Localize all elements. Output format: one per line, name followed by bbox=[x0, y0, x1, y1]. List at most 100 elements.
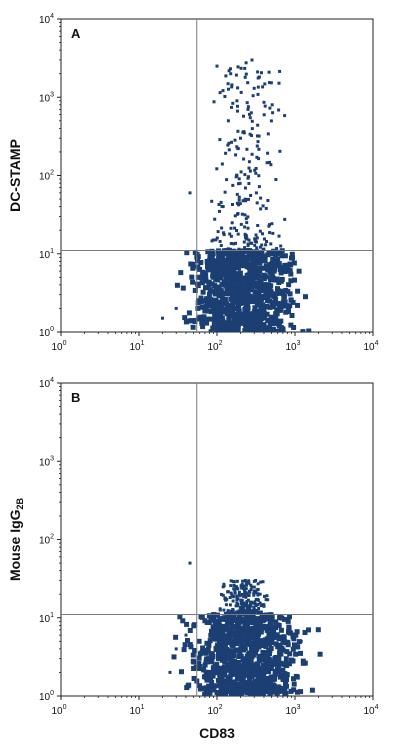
event-point bbox=[267, 619, 273, 625]
event-point bbox=[233, 226, 237, 230]
event-point bbox=[235, 648, 241, 654]
event-point bbox=[257, 653, 263, 659]
event-point bbox=[239, 90, 243, 94]
event-point bbox=[267, 286, 273, 292]
event-point bbox=[237, 290, 243, 296]
x-tick-exponent: 4 bbox=[375, 704, 379, 711]
event-point bbox=[215, 277, 220, 283]
event-point bbox=[246, 688, 252, 694]
event-point bbox=[240, 657, 246, 662]
event-point bbox=[247, 617, 253, 623]
event-point bbox=[240, 672, 246, 678]
event-point bbox=[202, 278, 208, 284]
event-point bbox=[213, 217, 217, 221]
y-axis-title-subscript: 2B bbox=[15, 497, 25, 509]
event-point bbox=[180, 618, 186, 624]
event-point bbox=[229, 627, 235, 633]
event-point bbox=[187, 642, 193, 647]
event-point bbox=[231, 329, 237, 332]
event-point bbox=[178, 270, 184, 276]
event-point bbox=[286, 282, 292, 288]
event-point bbox=[267, 224, 271, 228]
event-point bbox=[303, 294, 308, 300]
event-point bbox=[247, 238, 251, 242]
event-point bbox=[244, 684, 250, 690]
event-point bbox=[277, 674, 283, 680]
event-point bbox=[246, 107, 250, 111]
event-point bbox=[204, 316, 210, 322]
event-point bbox=[296, 268, 302, 274]
event-point bbox=[244, 326, 250, 331]
event-point bbox=[242, 588, 246, 592]
event-point bbox=[235, 325, 241, 331]
event-point bbox=[241, 592, 244, 596]
event-point bbox=[261, 276, 267, 282]
event-point bbox=[204, 640, 210, 646]
event-point bbox=[236, 614, 242, 620]
event-point bbox=[234, 675, 240, 681]
event-point bbox=[242, 131, 246, 135]
event-point bbox=[253, 243, 257, 247]
event-point bbox=[256, 582, 260, 586]
event-point bbox=[235, 99, 239, 103]
event-point bbox=[278, 268, 284, 274]
event-point bbox=[195, 300, 201, 306]
event-point bbox=[242, 114, 245, 118]
event-point bbox=[257, 259, 263, 265]
event-point bbox=[276, 689, 282, 695]
event-point bbox=[270, 257, 276, 262]
event-point bbox=[227, 666, 233, 672]
event-point bbox=[269, 119, 273, 123]
event-point bbox=[246, 265, 252, 270]
event-point bbox=[288, 271, 294, 277]
event-point bbox=[257, 157, 261, 161]
event-point bbox=[247, 581, 251, 585]
event-point bbox=[188, 318, 194, 324]
event-point bbox=[235, 630, 241, 636]
x-tick-label: 103 bbox=[285, 340, 300, 353]
event-point bbox=[266, 199, 270, 202]
event-point bbox=[252, 591, 256, 595]
event-point bbox=[268, 269, 274, 275]
event-point bbox=[198, 295, 204, 301]
event-point bbox=[256, 308, 262, 314]
event-point bbox=[249, 583, 253, 587]
event-point bbox=[241, 639, 247, 645]
event-point bbox=[228, 630, 234, 636]
event-point bbox=[255, 289, 261, 295]
event-point bbox=[230, 85, 234, 89]
event-point bbox=[233, 287, 239, 293]
event-point bbox=[205, 296, 211, 302]
event-point bbox=[236, 660, 241, 665]
event-point bbox=[257, 322, 263, 328]
event-point bbox=[225, 178, 229, 182]
scatter-points bbox=[161, 58, 312, 332]
event-point bbox=[208, 616, 214, 622]
event-point bbox=[259, 604, 263, 608]
event-point bbox=[254, 590, 258, 594]
event-point bbox=[259, 249, 265, 255]
event-point bbox=[247, 160, 251, 164]
event-point bbox=[239, 170, 243, 174]
event-point bbox=[253, 318, 259, 324]
event-point bbox=[252, 585, 256, 589]
event-point bbox=[256, 685, 262, 691]
event-point bbox=[261, 662, 266, 668]
event-point bbox=[254, 661, 260, 667]
event-point bbox=[244, 594, 248, 598]
event-point bbox=[243, 579, 247, 582]
event-point bbox=[295, 689, 300, 695]
event-point bbox=[218, 209, 221, 213]
event-point bbox=[199, 614, 205, 620]
event-point bbox=[269, 261, 275, 267]
event-point bbox=[261, 85, 265, 89]
event-point bbox=[230, 593, 234, 597]
event-point bbox=[244, 587, 248, 591]
event-point bbox=[247, 261, 253, 267]
event-point bbox=[217, 314, 223, 319]
event-point bbox=[274, 307, 280, 313]
event-point bbox=[206, 279, 212, 285]
event-point bbox=[250, 627, 256, 633]
